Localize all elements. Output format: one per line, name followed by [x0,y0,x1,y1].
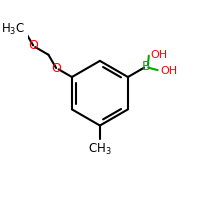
Text: CH$_3$: CH$_3$ [88,142,112,157]
Text: OH: OH [160,66,177,76]
Text: O: O [51,62,61,75]
Text: O: O [28,39,38,52]
Text: B: B [142,60,150,73]
Text: H$_3$C: H$_3$C [1,22,25,37]
Text: OH: OH [151,50,168,60]
